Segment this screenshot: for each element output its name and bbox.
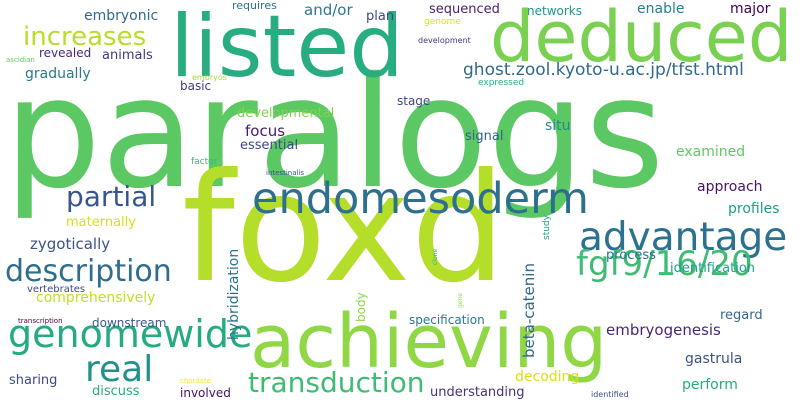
word-foxd: foxd [182, 142, 506, 316]
word-regard: regard [720, 308, 763, 323]
word-study: study [542, 215, 552, 240]
word-requires: requires [232, 0, 277, 12]
word-examined: examined [676, 144, 746, 160]
word-description: description [5, 254, 172, 289]
word-transduction: transduction [248, 366, 425, 399]
word-essential: essential [240, 138, 299, 153]
word-plan: plan [366, 9, 395, 24]
word-maternally: maternally [66, 215, 136, 230]
word-zygotically: zygotically [30, 235, 111, 253]
word-url: ghost.zool.kyoto-u.ac.jp/tfst.html [463, 60, 744, 80]
word-clone: clone [432, 248, 439, 265]
word-identified: identified [591, 390, 629, 399]
word-developmental: developmental [237, 106, 335, 121]
word-embryos: embryos [192, 73, 227, 82]
word-comprehensively: comprehensively [36, 290, 156, 306]
word-genomewide: genomewide [8, 312, 253, 356]
word-ascidian: ascidian [6, 56, 35, 64]
word-endomesoderm: endomesoderm [252, 174, 589, 224]
word-deduced: deduced [490, 0, 793, 78]
word-animals: animals [102, 48, 153, 63]
word-enable: enable [637, 1, 685, 17]
word-embryonic: embryonic [84, 8, 159, 24]
word-networks: networks [527, 4, 582, 18]
word-involved: involved [180, 386, 231, 400]
word-embryogenesis: embryogenesis [606, 321, 721, 339]
word-profiles: profiles [728, 201, 780, 217]
word-understanding: understanding [430, 385, 525, 400]
word-fgf9: fgf9/16/20 [576, 244, 753, 284]
word-hybridization: hybridization [226, 248, 242, 340]
word-genome: genome [424, 17, 461, 27]
word-identification: identification [670, 261, 756, 276]
word-partial: partial [66, 180, 157, 213]
word-process: process [606, 248, 656, 263]
word-beta-catenin: beta-catenin [520, 263, 538, 358]
word-signal: signal [465, 129, 504, 144]
word-major: major [730, 1, 771, 17]
word-basic: basic [180, 79, 212, 93]
word-increases: increases [23, 22, 147, 52]
word-sequenced: sequenced [429, 2, 500, 17]
word-factor: factor [191, 157, 218, 167]
word-decoding: decoding [515, 369, 580, 385]
word-revealed: revealed [39, 46, 92, 60]
word-sharing: sharing [9, 373, 58, 388]
word-expressed: expressed [478, 78, 525, 88]
word-and-or: and/or [304, 1, 353, 19]
word-gradually: gradually [25, 66, 91, 82]
word-transcription: transcription [18, 317, 63, 325]
word-vertebrates: vertebrates [27, 284, 86, 295]
word-paralogs: paralogs [4, 45, 665, 223]
word-specification: specification [409, 313, 485, 327]
word-downstream: downstream [92, 316, 167, 330]
word-advantage: advantage [579, 215, 788, 260]
word-real: real [85, 349, 154, 390]
word-situ: situ [545, 118, 571, 134]
word-focus: focus [245, 122, 286, 140]
word-listed: listed [170, 0, 404, 97]
word-discuss: discuss [92, 384, 140, 399]
word-intestinalis: intestinalis [266, 169, 305, 177]
word-chordate: chordate [180, 377, 212, 385]
word-stage: stage [397, 94, 431, 108]
word-perform: perform [682, 377, 738, 393]
word-gene: gene [457, 293, 464, 308]
word-body: body [354, 292, 368, 322]
word-approach: approach [697, 179, 763, 195]
word-gastrula: gastrula [685, 351, 743, 367]
word-achieving: achieving [250, 299, 608, 385]
word-development: development [418, 36, 471, 45]
